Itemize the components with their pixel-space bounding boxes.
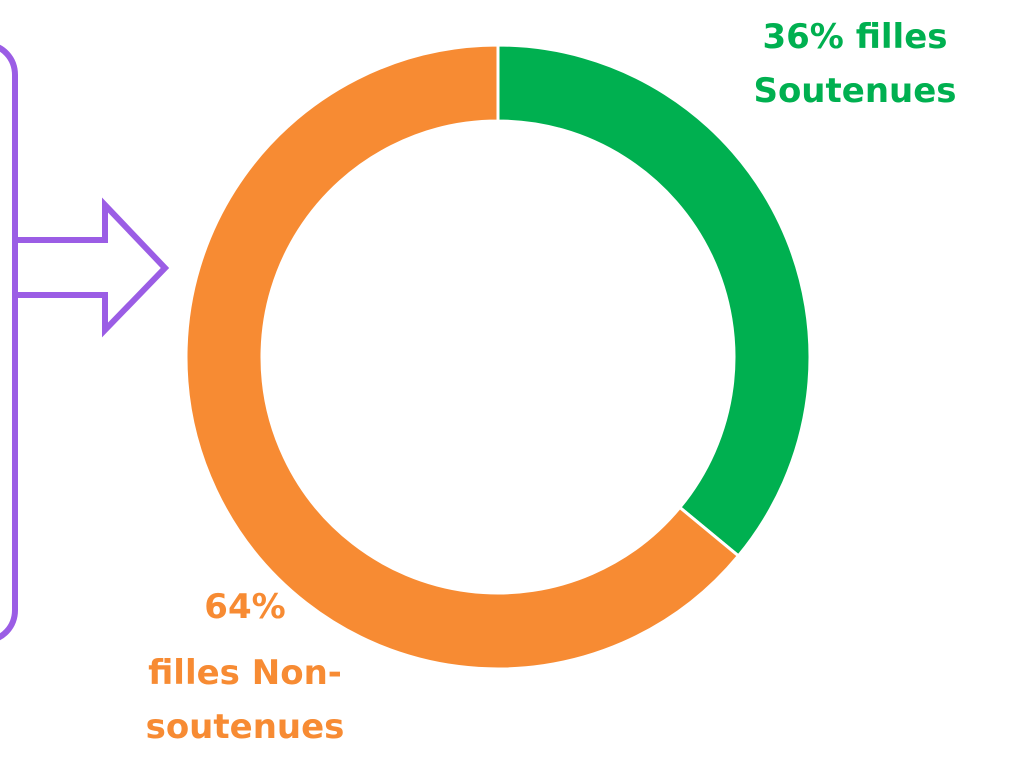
value-label: 64%	[204, 587, 286, 627]
segment-label: 36% filles Soutenues	[690, 10, 1020, 118]
arrow	[15, 197, 170, 338]
bracket-box	[0, 44, 18, 641]
donut	[184, 43, 812, 671]
segment-label: 64% filles Non-soutenues	[70, 580, 420, 754]
donut-segment	[496, 43, 812, 558]
value-label: 36%	[762, 17, 844, 57]
category-label: filles Soutenues	[753, 17, 957, 111]
category-label: filles Non-soutenues	[145, 653, 345, 747]
donut-segment	[184, 43, 741, 671]
